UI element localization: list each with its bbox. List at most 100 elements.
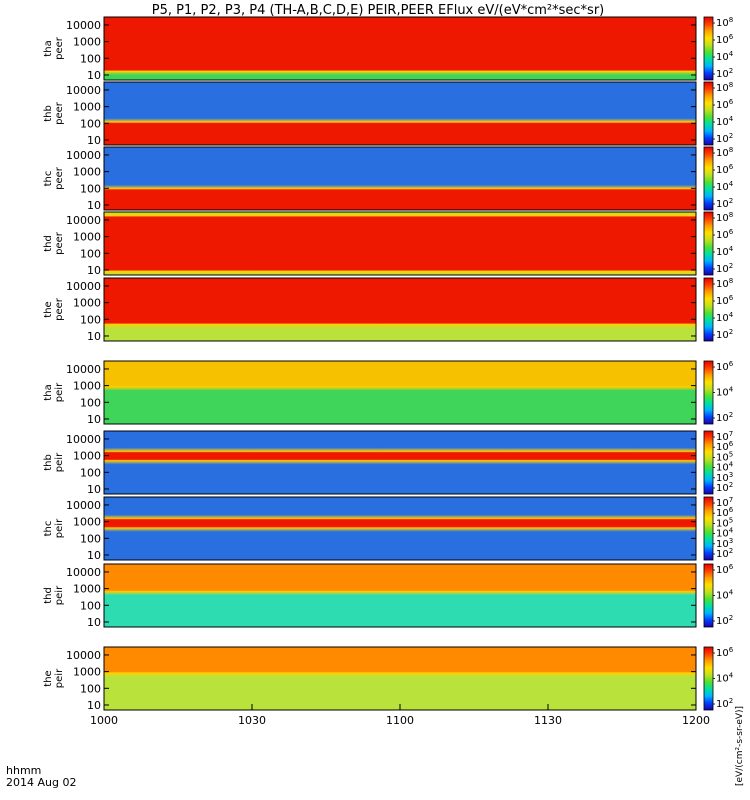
colorbar [703,563,714,628]
colorbar-tick-label: 106 [716,440,734,453]
cb-base: 10 [716,279,729,290]
y-tick-label: 1000 [73,166,101,179]
cb-base: 10 [716,52,729,63]
cb-exponent: 3 [729,537,733,545]
panel-frame [103,360,697,425]
cb-exponent: 8 [729,81,733,89]
colorbar-tick-label: 104 [716,461,734,474]
colorbar-tick-label: 108 [716,211,733,224]
cb-base: 10 [716,483,729,494]
colorbar-tick-label: 102 [716,262,733,275]
spectrogram-image [104,361,696,424]
cb-exponent: 2 [729,697,733,705]
y-tick-label: 10000 [66,499,101,512]
colorbar-tick-label: 102 [716,614,733,627]
cb-base: 10 [716,165,729,176]
colorbar-tick-label: 102 [716,328,733,341]
cb-exponent: 6 [729,646,734,654]
cb-base: 10 [716,518,729,529]
panel-ylabel-line: peir [54,668,65,688]
panel-ylabel-line: thd [43,587,54,604]
cb-base: 10 [716,699,729,710]
y-tick-label: 100 [80,117,101,130]
colorbar [703,211,714,276]
y-tick-label: 10000 [66,649,101,662]
colorbar-tick-label: 108 [716,146,733,159]
x-tick-label: 1200 [682,714,710,727]
cb-base: 10 [716,413,729,424]
colorbar [703,146,714,211]
cb-exponent: 2 [729,411,733,419]
colorbar-tick-label: 106 [716,563,734,576]
cb-exponent: 5 [729,450,733,458]
y-tick-label: 100 [80,313,101,326]
spectrogram-image [104,564,696,627]
panel-frame [103,146,697,211]
cb-exponent: 6 [729,506,734,514]
cb-exponent: 4 [729,589,734,597]
colorbar-tick-label: 108 [716,81,733,94]
cb-exponent: 4 [729,527,734,535]
time-label-date: 2014 Aug 02 [6,776,76,789]
cb-exponent: 4 [729,461,734,469]
cb-base: 10 [716,442,729,453]
spectrogram-image [104,147,696,210]
x-tick-label: 1000 [90,714,118,727]
cb-base: 10 [716,296,729,307]
spectrogram-image [104,17,696,80]
colorbar [703,360,714,425]
panel-ylabel-line: peir [54,382,65,402]
panel-ylabel-line: tha [43,384,54,400]
panel-ylabel: thcpeer [43,166,65,190]
y-tick-label: 100 [80,396,101,409]
colorbar-tick-label: 104 [716,311,734,324]
cb-exponent: 6 [729,360,734,368]
cb-base: 10 [716,35,729,46]
cb-base: 10 [716,616,729,627]
y-tick-label: 10000 [66,19,101,32]
cb-base: 10 [716,230,729,241]
cb-base: 10 [716,100,729,111]
colorbar [703,277,714,342]
y-tick-label: 1000 [73,583,101,596]
panel-frame [103,81,697,146]
y-tick-label: 10000 [66,149,101,162]
cb-exponent: 2 [729,481,733,489]
cb-exponent: 4 [729,245,734,253]
panel-ylabel: thapeir [43,382,65,402]
colorbar-tick-label: 106 [716,294,734,307]
y-tick-label: 10 [87,264,101,277]
y-tick-label: 100 [80,599,101,612]
y-tick-label: 10000 [66,280,101,293]
cb-base: 10 [716,591,729,602]
cb-base: 10 [716,264,729,275]
cb-exponent: 4 [729,115,734,123]
y-tick-label: 100 [80,247,101,260]
cb-base: 10 [716,69,729,80]
colorbar-tick-label: 106 [716,163,734,176]
cb-exponent: 8 [729,211,733,219]
colorbar-tick-label: 104 [716,180,734,193]
panel-frame [103,496,697,561]
colorbar [703,646,714,711]
cb-base: 10 [716,529,729,540]
colorbar-tick-label: 102 [716,132,733,145]
colorbar-tick-label: 103 [716,471,733,484]
panel-ylabel: thdpeir [43,585,65,605]
x-tick-label: 1030 [238,714,266,727]
cb-exponent: 7 [729,496,733,504]
colorbar [703,16,714,81]
colorbar-tick-label: 104 [716,527,734,540]
cb-base: 10 [716,549,729,560]
cb-exponent: 4 [729,311,734,319]
colorbar-tick-label: 104 [716,245,734,258]
panel-ylabel: thbpeir [43,452,65,472]
cb-base: 10 [716,213,729,224]
panel-ylabel-line: peer [54,36,65,60]
